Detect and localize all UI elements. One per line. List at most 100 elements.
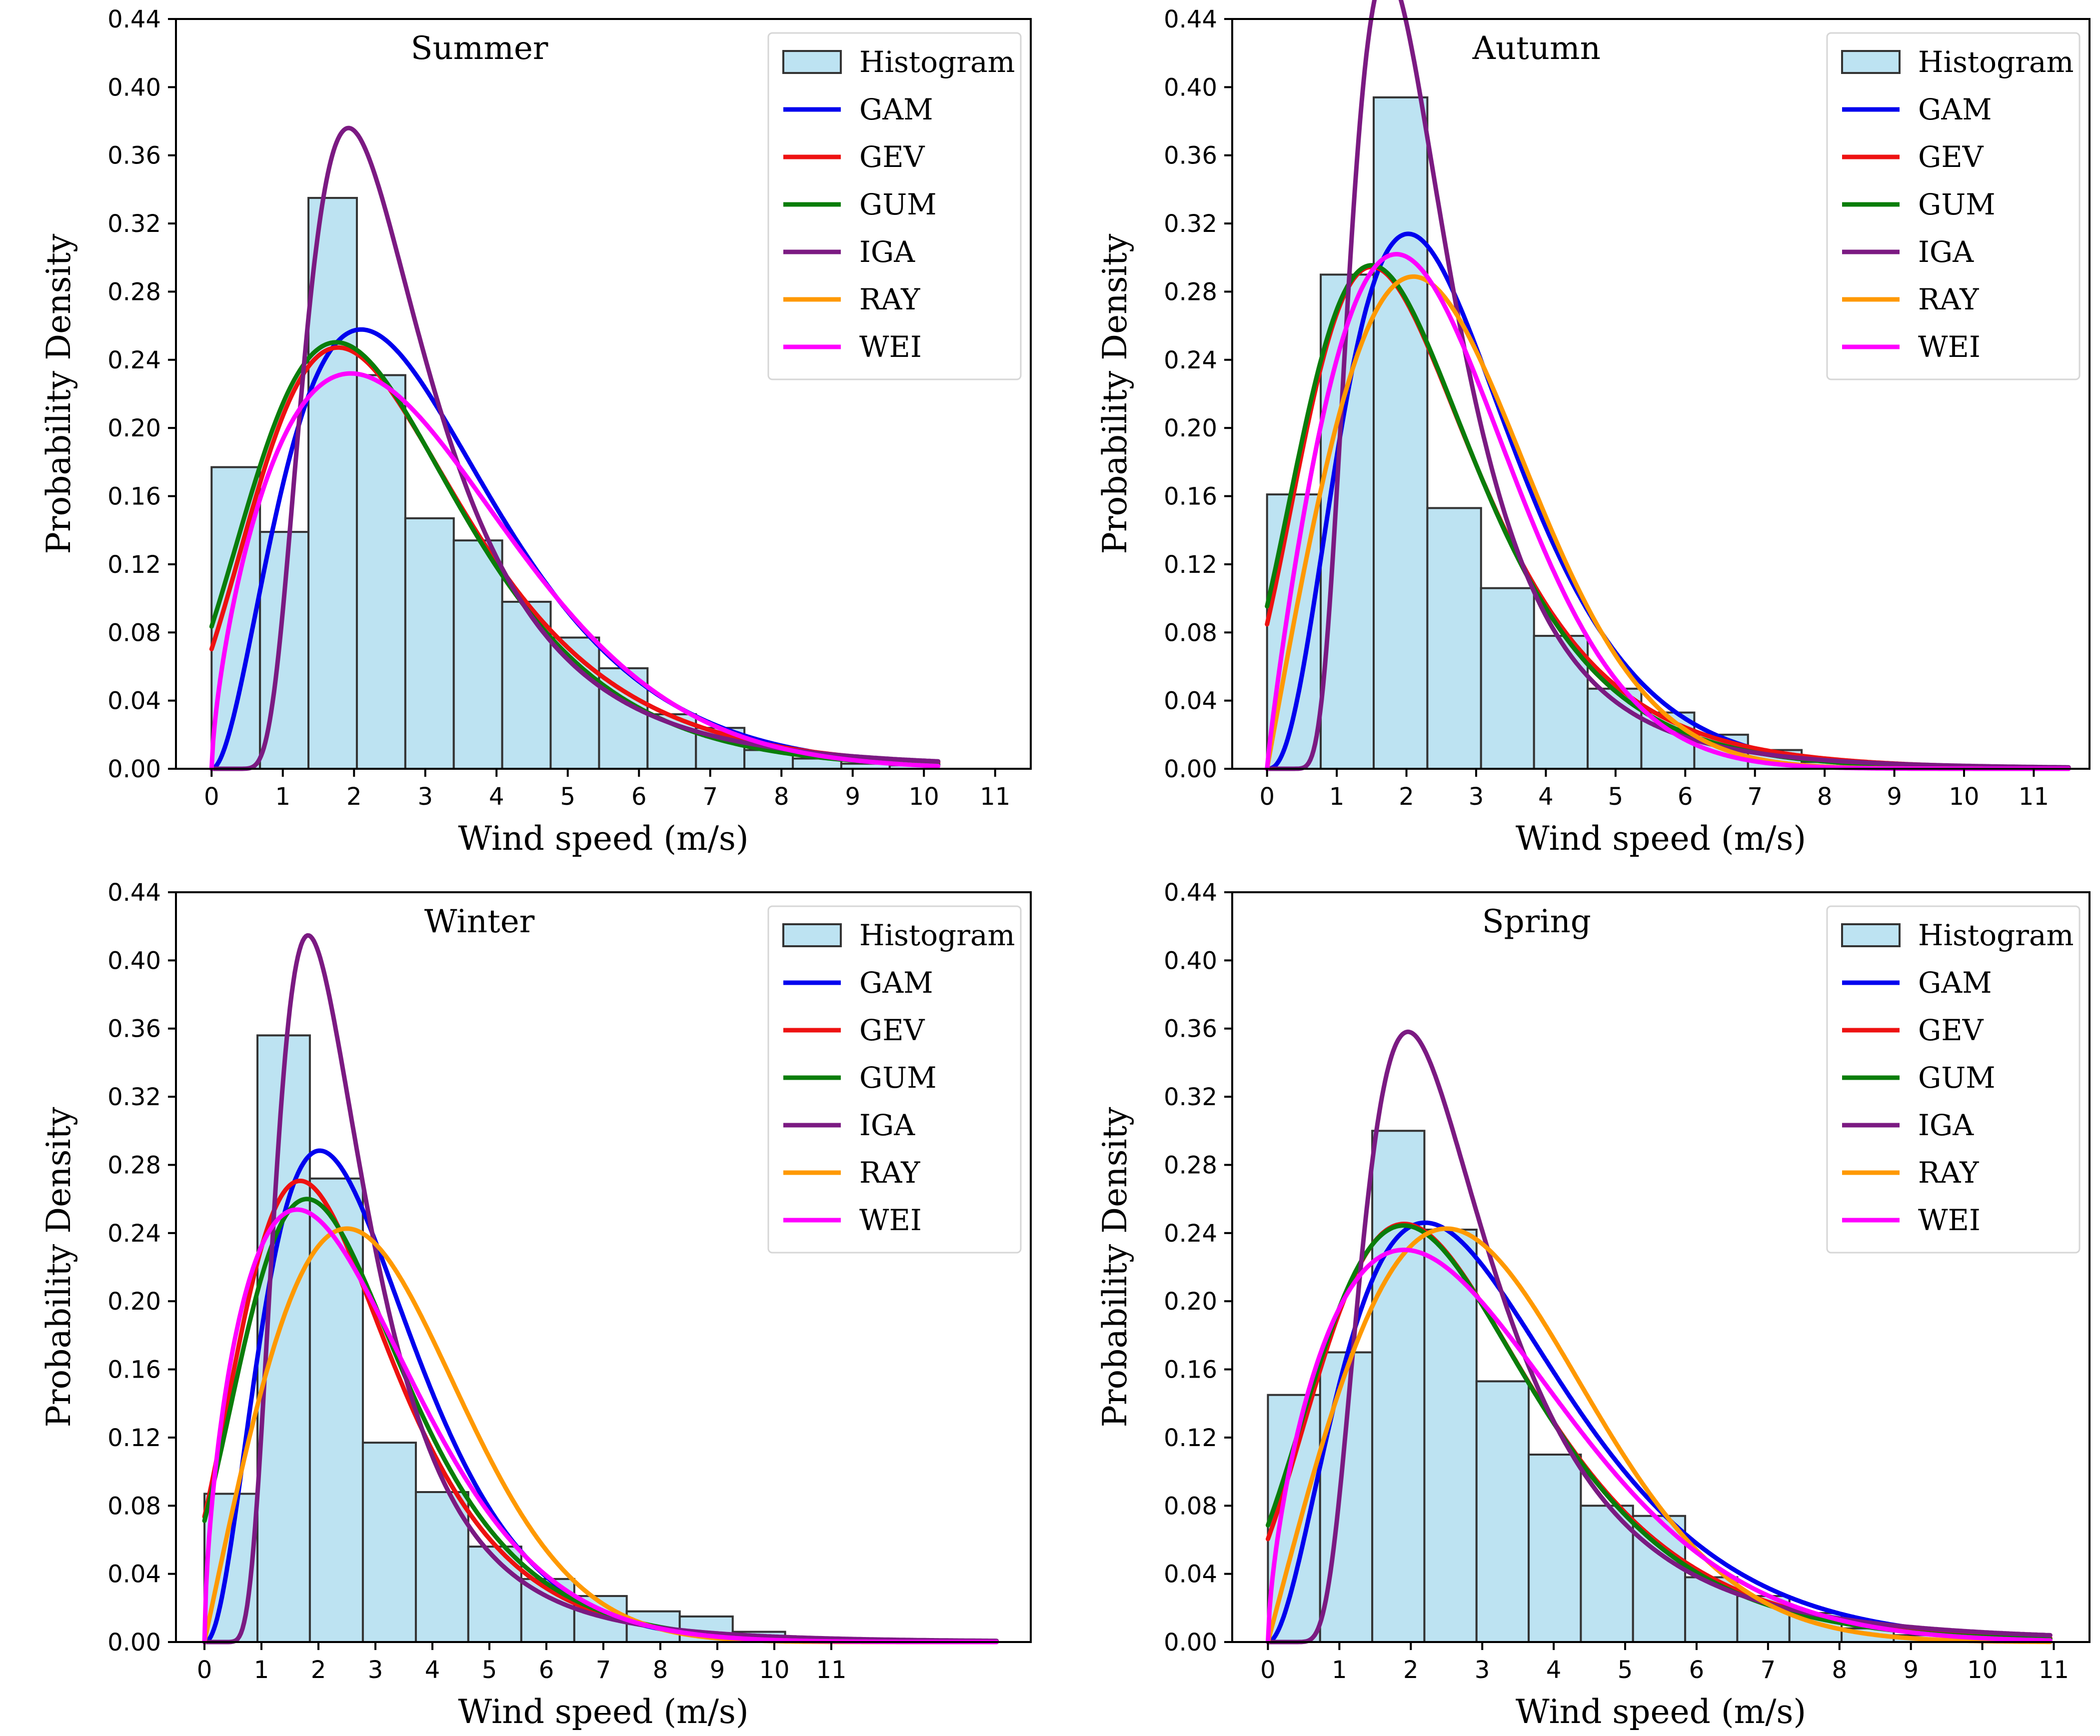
- x-tick-label: 5: [1608, 783, 1624, 811]
- y-tick-label: 0.12: [1164, 1424, 1217, 1452]
- legend-label-gam: GAM: [859, 92, 933, 126]
- histogram-bars: [203, 1034, 945, 1644]
- x-tick-label: 4: [489, 783, 504, 811]
- legend-label-iga: IGA: [859, 235, 915, 269]
- y-tick-label: 0.24: [1164, 1220, 1217, 1248]
- legend-label-gum: GUM: [1918, 1061, 1996, 1095]
- histogram-bar: [256, 1034, 311, 1643]
- y-tick-label: 0.36: [107, 142, 161, 170]
- curve-ray: [1266, 1226, 2053, 1645]
- curve-iga: [202, 933, 999, 1645]
- x-tick-label: 0: [1260, 1656, 1276, 1684]
- x-tick-label: 9: [1887, 783, 1902, 811]
- legend: Histogram GAM GEV GUM IGA RAY WEI: [1826, 32, 2081, 380]
- y-axis-label: Probability Density: [39, 1107, 78, 1428]
- legend-label-gum: GUM: [859, 1061, 937, 1095]
- y-tick-label: 0.44: [1164, 5, 1217, 33]
- legend-label-ray: RAY: [859, 1156, 920, 1190]
- x-tick-label: 1: [254, 1656, 269, 1684]
- histogram-bar: [414, 1491, 469, 1643]
- y-tick-label: 0.40: [1164, 73, 1217, 101]
- legend-label-wei: WEI: [859, 1203, 922, 1237]
- x-tick-label: 1: [1329, 783, 1345, 811]
- legend-label-wei: WEI: [1918, 1203, 1981, 1237]
- y-tick-label: 0.28: [107, 278, 161, 306]
- y-tick-label: 0.36: [1164, 142, 1217, 170]
- chart-title: Summer: [411, 30, 548, 67]
- x-tick-label: 7: [1747, 783, 1763, 811]
- y-tick-label: 0.04: [1164, 1561, 1217, 1589]
- x-tick-label: 4: [1538, 783, 1554, 811]
- panel-autumn: 0.00 0.04 0.08 0.12 0.16 0.20 0.24 0.28 0.32 0.36…: [1096, 0, 2091, 858]
- legend: Histogram GAM GEV GUM IGA RAY WEI: [1826, 905, 2081, 1254]
- y-tick-label: 0.24: [107, 1220, 161, 1248]
- legend-label-histogram: Histogram: [859, 918, 1015, 952]
- fitted-curves: [1266, 1029, 2053, 1645]
- chart-title: Spring: [1482, 903, 1591, 940]
- panel-spring: 0.00 0.04 0.08 0.12 0.16 0.20 0.24 0.28 0.32 0.36…: [1096, 879, 2091, 1731]
- y-tick-label: 0.32: [1164, 1083, 1217, 1111]
- x-tick-label: 1: [275, 783, 290, 811]
- y-tick-label: 0.20: [107, 1288, 161, 1316]
- legend-label-iga: IGA: [859, 1108, 915, 1142]
- y-tick-label: 0.08: [107, 619, 161, 647]
- x-tick-label: 8: [774, 783, 789, 811]
- x-tick-label: 1: [1332, 1656, 1347, 1684]
- x-tick-label: 6: [1678, 783, 1693, 811]
- x-tick-label: 2: [1403, 1656, 1419, 1684]
- y-tick-label: 0.32: [1164, 210, 1217, 238]
- histogram-bar: [404, 517, 455, 770]
- x-tick-label: 10: [909, 783, 939, 811]
- y-tick-label: 0.12: [1164, 551, 1217, 579]
- x-tick-label: 2: [346, 783, 362, 811]
- y-tick-label: 0.32: [107, 1083, 161, 1111]
- legend-label-gev: GEV: [859, 140, 925, 174]
- y-tick-label: 0.40: [107, 947, 161, 975]
- y-tick-label: 0.00: [1164, 1629, 1217, 1657]
- x-tick-label: 10: [759, 1656, 789, 1684]
- x-tick-label: 8: [653, 1656, 668, 1684]
- histogram-bar: [361, 1442, 417, 1644]
- y-tick-label: 0.04: [107, 687, 161, 715]
- x-tick-label: 2: [311, 1656, 326, 1684]
- axes-frame: [1231, 18, 2091, 770]
- y-tick-label: 0.28: [107, 1151, 161, 1179]
- x-tick-label: 0: [204, 783, 219, 811]
- x-tick-label: 9: [1903, 1656, 1919, 1684]
- y-tick-label: 0.44: [107, 879, 161, 907]
- axes-frame: [175, 18, 1032, 770]
- x-tick-label: 11: [816, 1656, 846, 1684]
- legend-label-ray: RAY: [859, 282, 920, 316]
- panel-winter: 0.00 0.04 0.08 0.12 0.16 0.20 0.24 0.28 0.32 0.36…: [39, 879, 1032, 1731]
- y-tick-label: 0.16: [1164, 1356, 1217, 1384]
- legend-label-gev: GEV: [1918, 1013, 1984, 1047]
- y-tick-label: 0.04: [107, 1561, 161, 1589]
- x-tick-label: 6: [1689, 1656, 1705, 1684]
- x-tick-label: 7: [596, 1656, 611, 1684]
- histogram-bar: [1533, 635, 1589, 770]
- y-tick-label: 0.20: [107, 414, 161, 442]
- y-tick-label: 0.44: [1164, 879, 1217, 907]
- y-axis-label: Probability Density: [1096, 1107, 1134, 1428]
- x-tick-label: 11: [2019, 783, 2049, 811]
- y-tick-label: 0.16: [107, 483, 161, 511]
- legend-label-gev: GEV: [859, 1013, 925, 1047]
- y-tick-label: 0.44: [107, 5, 161, 33]
- y-tick-label: 0.00: [1164, 755, 1217, 783]
- legend-label-wei: WEI: [859, 330, 922, 364]
- x-tick-label: 8: [1817, 783, 1833, 811]
- x-tick-label: 3: [1469, 783, 1484, 811]
- x-tick-label: 5: [560, 783, 575, 811]
- histogram-bar: [355, 374, 406, 770]
- x-tick-label: 7: [702, 783, 718, 811]
- y-tick-label: 0.40: [107, 73, 161, 101]
- x-tick-label: 9: [710, 1656, 725, 1684]
- x-tick-label: 9: [845, 783, 860, 811]
- legend-label-iga: IGA: [1918, 235, 1974, 269]
- legend-label-gam: GAM: [1918, 92, 1992, 126]
- legend-label-wei: WEI: [1918, 330, 1981, 364]
- histogram-bar: [1426, 507, 1482, 770]
- y-tick-label: 0.12: [107, 551, 161, 579]
- legend-label-iga: IGA: [1918, 1108, 1974, 1142]
